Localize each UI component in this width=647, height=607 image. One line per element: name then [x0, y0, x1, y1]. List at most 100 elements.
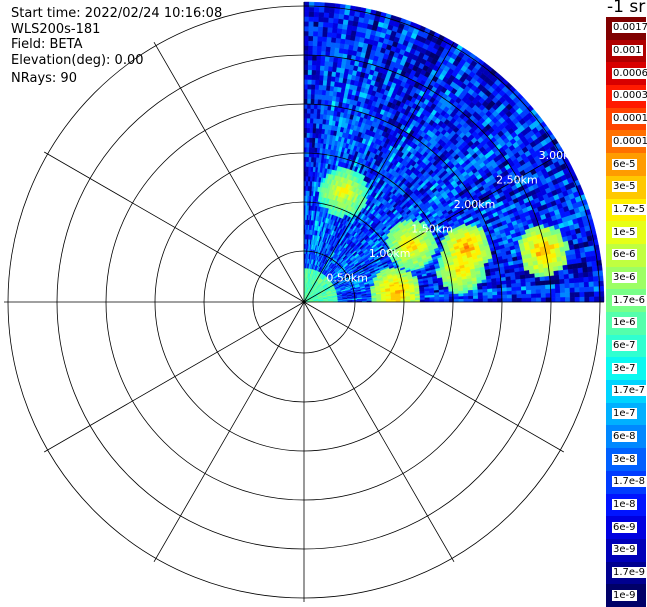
beta-cell [329, 7, 336, 14]
beta-cell [315, 69, 321, 76]
beta-cell [307, 74, 313, 80]
beta-cell [323, 12, 330, 18]
beta-cell [318, 79, 324, 86]
beta-cell [323, 70, 329, 77]
beta-cell [322, 21, 329, 28]
beta-cell [303, 11, 310, 17]
beta-cell [307, 64, 313, 71]
beta-cell [313, 6, 320, 13]
beta-cell [308, 35, 314, 42]
beta-cell [312, 132, 317, 139]
beta-cell [321, 41, 328, 47]
beta-cell [306, 166, 309, 172]
beta-cell [321, 45, 327, 52]
beta-cell [316, 45, 323, 52]
beta-cell [323, 65, 330, 72]
beta-cell [337, 23, 344, 30]
beta-cell [328, 17, 335, 24]
beta-cell [312, 55, 318, 61]
beta-cell [307, 108, 312, 114]
beta-cell [313, 16, 320, 22]
beta-cell [326, 36, 333, 43]
beta-cell [308, 45, 314, 51]
beta-cell [318, 21, 324, 28]
beta-cell [313, 113, 318, 119]
beta-cell [322, 31, 328, 38]
beta-cell [306, 156, 310, 163]
beta-cell [303, 40, 309, 46]
beta-cell [306, 142, 310, 148]
beta-cell [310, 113, 315, 119]
beta-cell [341, 28, 348, 35]
beta-cell [313, 26, 319, 32]
beta-cell [325, 46, 332, 53]
beta-cell [308, 11, 315, 17]
beta-cell [315, 79, 320, 86]
beta-cell [322, 26, 329, 33]
beta-cell [303, 50, 309, 56]
beta-cell [335, 37, 342, 44]
beta-cell [309, 137, 313, 143]
beta-cell [307, 55, 313, 61]
beta-cell [312, 122, 317, 129]
beta-cell [310, 98, 315, 105]
beta-cell [311, 69, 317, 76]
beta-cell [333, 13, 340, 19]
beta-cell [303, 122, 308, 129]
beta-cell [303, 74, 309, 80]
beta-cell [303, 54, 309, 61]
beta-cell [303, 16, 310, 22]
beta-cell [309, 132, 314, 138]
beta-cell [313, 21, 319, 27]
beta-cell [303, 69, 309, 75]
beta-cell [319, 70, 325, 76]
beta-cell [305, 180, 309, 187]
beta-cell [311, 74, 317, 80]
beta-cell [308, 161, 312, 167]
beta-cells [303, 1, 605, 303]
beta-cell [315, 64, 321, 71]
beta-cell [303, 88, 308, 95]
beta-cell [317, 26, 324, 32]
beta-cell [312, 59, 317, 66]
beta-cell [336, 27, 343, 34]
beta-cell [313, 30, 319, 37]
beta-cell [317, 40, 323, 47]
beta-cell [316, 113, 321, 120]
beta-cell [307, 84, 312, 90]
beta-cell [303, 127, 308, 133]
beta-cell [313, 118, 318, 124]
beta-cell [322, 80, 328, 86]
beta-cell [307, 59, 313, 66]
beta-cell [314, 89, 320, 95]
beta-cell [316, 55, 322, 61]
beta-cell [317, 99, 322, 105]
beta-cell [310, 108, 315, 114]
beta-cell [303, 93, 308, 100]
beta-cell [339, 8, 346, 15]
beta-cell [321, 36, 328, 42]
beta-cell [319, 65, 325, 71]
beta-cell [306, 117, 311, 124]
beta-cell [303, 98, 308, 104]
beta-cell [306, 132, 311, 138]
beta-cell [333, 17, 340, 24]
beta-cell [303, 59, 309, 66]
beta-cell [313, 11, 320, 18]
beta-cell [303, 45, 309, 51]
beta-cell [307, 88, 312, 95]
beta-cell [309, 127, 314, 134]
beta-cell [307, 79, 313, 85]
beta-cell [317, 94, 323, 100]
beta-cell [309, 122, 314, 129]
beta-cell [308, 147, 313, 153]
beta-cell [303, 79, 309, 85]
beta-cell [303, 6, 310, 12]
beta-cell [327, 22, 334, 28]
beta-cell [326, 31, 333, 38]
beta-cell [318, 84, 324, 91]
beta-cell [323, 75, 329, 81]
beta-cell [308, 21, 315, 27]
beta-cell [318, 6, 325, 13]
beta-cell [331, 32, 338, 39]
